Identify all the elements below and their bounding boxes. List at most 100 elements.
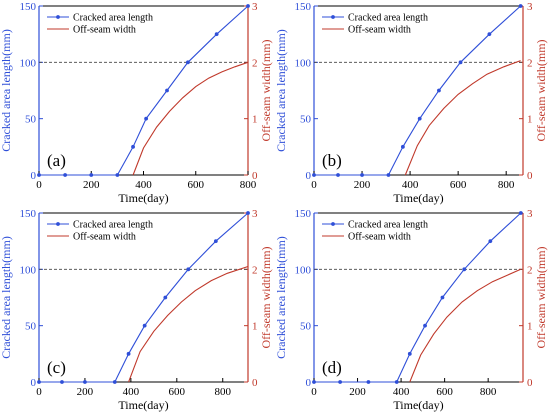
data-point [246, 211, 250, 215]
x-axis-title: Time(day) [393, 191, 443, 205]
data-point [131, 144, 135, 149]
data-point [89, 173, 94, 177]
panel-label: (d) [322, 358, 342, 377]
data-point [462, 267, 467, 272]
left-y-axis-title: Cracked area length(mm) [274, 236, 288, 359]
series-line-cracked-area-length [314, 5, 521, 176]
data-point [417, 116, 422, 121]
data-point [400, 144, 405, 149]
left-y-tick-label: 150 [20, 208, 37, 220]
right-y-tick-label: 1 [252, 114, 258, 126]
left-y-tick-label: 0 [31, 170, 37, 182]
x-tick-label: 400 [135, 179, 152, 191]
legend-marker [331, 15, 335, 19]
x-tick-label: 0 [36, 386, 42, 398]
legend-marker [331, 222, 335, 226]
right-y-axis-title: Off-seam width(mm) [534, 39, 548, 141]
left-y-tick-label: 50 [25, 114, 37, 126]
data-point [394, 380, 399, 384]
legend-label: Off-seam width [348, 232, 411, 243]
data-point [518, 4, 523, 8]
data-point [487, 32, 492, 37]
right-y-tick-label: 2 [527, 264, 533, 276]
data-point [386, 173, 391, 177]
data-point [366, 380, 371, 384]
left-y-tick-label: 150 [295, 208, 312, 220]
right-y-tick-label: 2 [252, 57, 258, 69]
left-y-tick-label: 50 [300, 321, 312, 333]
left-y-tick-label: 100 [20, 57, 37, 69]
series-line-off-seam-width [404, 60, 521, 176]
data-point [163, 295, 168, 300]
right-y-axis-title: Off-seam width(mm) [259, 39, 273, 141]
left-y-tick-label: 150 [20, 1, 37, 13]
right-y-tick-label: 0 [252, 377, 258, 389]
legend-label: Cracked area length [348, 220, 428, 231]
left-y-tick-label: 0 [31, 377, 37, 389]
data-point [186, 267, 191, 272]
data-point [37, 380, 41, 384]
data-point [186, 60, 190, 65]
x-tick-label: 600 [436, 386, 453, 398]
data-point [142, 323, 147, 328]
left-y-axis-title: Cracked area length(mm) [274, 29, 288, 152]
data-point [112, 380, 117, 384]
x-tick-label: 0 [311, 386, 317, 398]
data-point [126, 351, 131, 356]
left-y-tick-label: 150 [295, 1, 312, 13]
legend-label: Cracked area length [348, 13, 428, 24]
series-line-off-seam-width [409, 268, 522, 383]
x-tick-label: 200 [354, 179, 371, 191]
right-y-tick-label: 1 [527, 321, 533, 333]
right-y-axis-title: Off-seam width(mm) [259, 246, 273, 348]
x-axis-title: Time(day) [393, 398, 443, 412]
series-line-cracked-area-length [39, 212, 249, 383]
left-y-tick-label: 100 [20, 264, 37, 276]
left-y-axis-title: Cracked area length(mm) [0, 29, 13, 152]
right-y-tick-label: 2 [252, 264, 258, 276]
right-y-tick-label: 3 [527, 208, 533, 220]
left-y-axis-title: Cracked area length(mm) [0, 236, 13, 359]
x-tick-label: 400 [123, 386, 140, 398]
x-tick-label: 200 [77, 386, 94, 398]
left-y-tick-label: 50 [25, 321, 37, 333]
x-tick-label: 800 [214, 386, 231, 398]
data-point [338, 380, 343, 384]
x-tick-label: 400 [402, 179, 419, 191]
data-point [37, 173, 41, 177]
right-y-tick-label: 0 [527, 170, 533, 182]
x-tick-label: 600 [188, 179, 205, 191]
left-y-tick-label: 0 [306, 377, 312, 389]
x-axis-title: Time(day) [118, 398, 168, 412]
x-tick-label: 800 [480, 386, 497, 398]
series-line-off-seam-width [128, 265, 249, 383]
data-point [423, 323, 427, 328]
data-point [63, 173, 68, 177]
left-y-tick-label: 100 [295, 57, 312, 69]
data-point [214, 32, 219, 37]
x-tick-label: 800 [240, 179, 257, 191]
legend-label: Cracked area length [73, 220, 153, 231]
legend-marker [56, 222, 60, 226]
left-y-tick-label: 50 [300, 114, 312, 126]
right-y-tick-label: 2 [527, 57, 533, 69]
right-y-tick-label: 0 [252, 170, 258, 182]
legend-label: Off-seam width [348, 25, 411, 36]
panel-label: (a) [47, 151, 66, 170]
data-point [213, 239, 218, 244]
right-y-tick-label: 3 [252, 208, 258, 220]
data-point [60, 380, 64, 384]
x-tick-label: 0 [311, 179, 317, 191]
series-line-cracked-area-length [314, 212, 522, 383]
right-y-tick-label: 3 [252, 1, 258, 13]
x-tick-label: 400 [393, 386, 410, 398]
left-y-tick-label: 100 [295, 264, 312, 276]
series-line-cracked-area-length [39, 5, 249, 176]
data-point [165, 88, 169, 93]
panel-label: (c) [47, 358, 66, 377]
data-point [488, 239, 493, 244]
right-y-tick-label: 1 [252, 321, 258, 333]
data-point [312, 173, 316, 177]
